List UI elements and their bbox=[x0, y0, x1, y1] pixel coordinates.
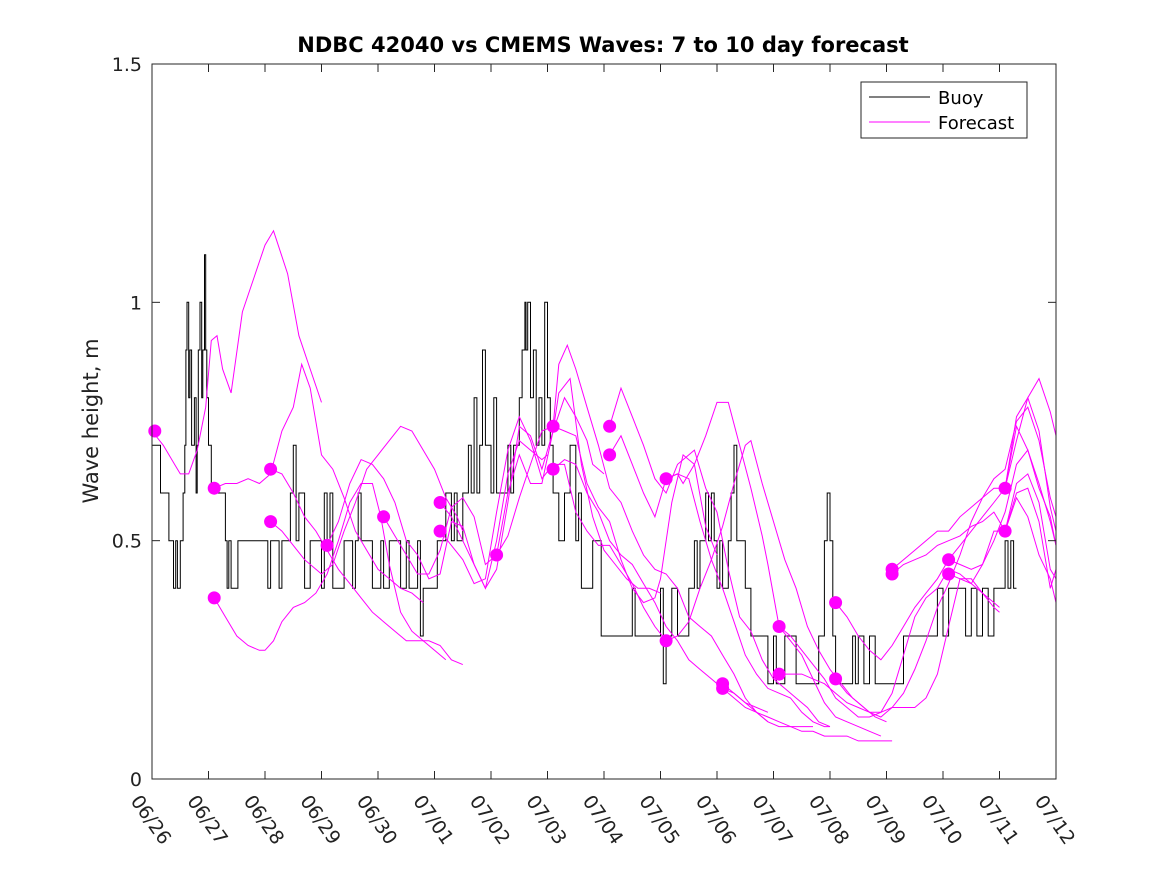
forecast-marker-25 bbox=[942, 567, 956, 581]
x-tick-label: 07/07 bbox=[747, 791, 796, 848]
forecast-marker-8 bbox=[433, 524, 447, 538]
x-tick-label: 07/02 bbox=[465, 791, 514, 848]
forecast-series-line-2 bbox=[214, 362, 424, 603]
x-tick-label: 07/04 bbox=[578, 791, 627, 848]
forecast-marker-14 bbox=[659, 472, 673, 486]
forecast-marker-20 bbox=[829, 596, 843, 610]
forecast-marker-23 bbox=[885, 567, 899, 581]
x-tick-label: 07/09 bbox=[860, 791, 909, 848]
forecast-series-line-17 bbox=[722, 683, 813, 728]
x-tick-label: 06/28 bbox=[239, 791, 288, 848]
legend-box bbox=[860, 81, 1028, 139]
forecast-series-line-13 bbox=[609, 386, 831, 728]
forecast-series-line-22 bbox=[835, 406, 1057, 718]
forecast-series-line-23 bbox=[891, 424, 1057, 570]
y-tick-label: 1.5 bbox=[112, 54, 142, 76]
forecast-series-line-11 bbox=[552, 343, 769, 723]
forecast-marker-9 bbox=[490, 548, 504, 562]
y-tick-label: 0.5 bbox=[112, 531, 142, 553]
plot-frame bbox=[151, 63, 1057, 780]
forecast-series-line-16 bbox=[665, 439, 887, 723]
y-tick-label: 0 bbox=[130, 769, 142, 791]
forecast-marker-10 bbox=[546, 419, 560, 433]
forecast-marker-18 bbox=[772, 620, 786, 633]
x-tick-label: 07/11 bbox=[973, 791, 1022, 848]
x-tick-label: 06/29 bbox=[295, 791, 344, 848]
x-tick-label: 06/30 bbox=[352, 791, 401, 848]
series-layer bbox=[151, 229, 1057, 742]
x-tick-label: 07/03 bbox=[521, 791, 570, 848]
legend: Buoy Forecast bbox=[860, 81, 1028, 139]
x-tick-label: 07/12 bbox=[1030, 791, 1079, 848]
forecast-series-line-24 bbox=[891, 487, 1057, 589]
forecast-series-line-15 bbox=[665, 401, 882, 737]
x-tick-label: 07/10 bbox=[917, 791, 966, 848]
forecast-marker-1 bbox=[207, 481, 221, 495]
forecast-series-line-10 bbox=[496, 425, 718, 604]
legend-buoy-label: Buoy bbox=[938, 88, 984, 109]
forecast-series-line-4 bbox=[270, 468, 463, 666]
forecast-series-line-5 bbox=[270, 425, 464, 575]
forecast-marker-24 bbox=[942, 553, 956, 567]
forecast-marker-4 bbox=[264, 515, 278, 529]
forecast-series-line-3 bbox=[213, 483, 447, 661]
forecast-series-line-28 bbox=[1004, 473, 1057, 580]
forecast-marker-5 bbox=[320, 538, 334, 552]
forecast-series-line-19 bbox=[778, 568, 1000, 718]
forecast-marker-21 bbox=[829, 672, 843, 686]
legend-forecast-label: Forecast bbox=[938, 113, 1014, 134]
forecast-series-line-25 bbox=[948, 449, 1057, 570]
forecast-marker-27 bbox=[998, 524, 1012, 538]
forecast-marker-0 bbox=[148, 424, 162, 438]
forecast-marker-7 bbox=[433, 496, 447, 509]
forecast-series-line-20 bbox=[779, 578, 1000, 713]
forecast-marker-26 bbox=[998, 481, 1012, 495]
x-tick-label: 07/08 bbox=[804, 791, 853, 848]
forecast-series-line-18 bbox=[722, 688, 893, 742]
forecast-marker-11 bbox=[546, 462, 560, 476]
chart-title: NDBC 42040 vs CMEMS Waves: 7 to 10 day f… bbox=[297, 33, 908, 57]
y-axis-label: Wave height, m bbox=[79, 338, 103, 503]
x-tick-label: 06/27 bbox=[182, 791, 231, 848]
axis-ticks: 06/26 06/27 06/28 06/29 06/30 07/01 07/02 07/03… bbox=[112, 54, 1080, 849]
forecast-marker-12 bbox=[603, 419, 617, 433]
forecast-marker-2 bbox=[207, 591, 221, 605]
forecast-series-line-12 bbox=[552, 459, 769, 713]
buoy-series-line bbox=[152, 254, 1017, 685]
forecast-series-line-21 bbox=[835, 377, 1057, 661]
x-tick-label: 07/06 bbox=[691, 791, 740, 848]
forecast-marker-6 bbox=[377, 510, 391, 524]
x-tick-label: 06/26 bbox=[126, 791, 175, 848]
forecast-marker-layer bbox=[148, 419, 1012, 695]
y-tick-label: 1 bbox=[130, 292, 142, 314]
forecast-marker-13 bbox=[603, 448, 617, 462]
forecast-series-line-26 bbox=[948, 496, 1057, 603]
forecast-marker-17 bbox=[716, 681, 730, 695]
forecast-series-line-1 bbox=[151, 229, 322, 475]
forecast-marker-3 bbox=[264, 462, 278, 476]
x-tick-label: 07/01 bbox=[408, 791, 457, 848]
forecast-series-line-14 bbox=[609, 434, 830, 728]
x-tick-label: 07/05 bbox=[634, 791, 683, 848]
forecast-series-line-27 bbox=[1004, 396, 1057, 532]
forecast-marker-19 bbox=[772, 667, 786, 681]
forecast-marker-15 bbox=[659, 634, 673, 648]
